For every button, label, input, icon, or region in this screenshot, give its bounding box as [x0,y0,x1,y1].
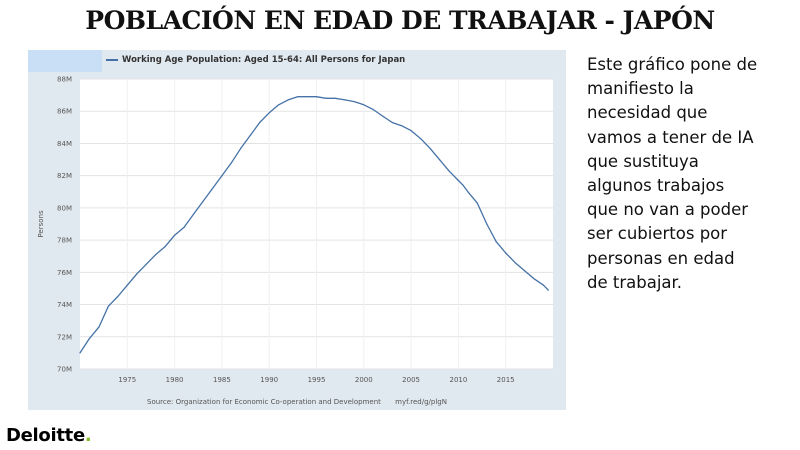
y-tick-label: 70M [57,366,72,374]
legend-line-marker [106,59,118,61]
data-point [174,234,176,236]
data-point [410,130,412,132]
data-point [79,352,81,354]
data-point [542,284,545,286]
data-point [514,262,516,264]
data-point [325,97,327,99]
y-tick-label: 74M [57,301,72,309]
data-point [98,326,100,328]
data-point [353,101,355,103]
x-tick-label: 1990 [260,376,278,384]
data-point [391,121,393,124]
data-point [344,99,346,101]
description-line: ser cubiertos por [587,224,728,244]
data-point [334,97,336,99]
data-point [486,223,488,225]
data-point [88,337,91,339]
short-link[interactable]: myf.red/g/plgN [395,398,447,406]
data-point [240,147,242,149]
x-tick-label: 2010 [449,376,467,384]
description-line: vamos a tener de IA [587,127,754,147]
data-point [192,213,195,215]
data-point [164,246,166,248]
source-note: Source: Organization for Economic Co-ope… [147,398,381,406]
data-point [183,226,185,228]
slide-title: POBLACIÓN EN EDAD DE TRABAJAR - JAPÓN [85,6,715,35]
y-tick-label: 76M [57,269,72,277]
data-point [495,241,497,243]
data-point [259,121,261,124]
logo-green-dot: . [84,425,92,446]
description-line: manifiesto la [587,79,694,99]
data-point [202,200,204,202]
line-chart: 70M 72M 74M 76M 78M 80M 82M 84M 86M 88M 1975 1980 1… [37,76,553,384]
x-tick-label: 2005 [402,376,420,384]
y-tick-label: 88M [57,76,72,84]
data-point [382,115,384,117]
legend-label: Working Age Population: Aged 15-64: All … [122,55,406,65]
data-point [462,184,464,186]
description-text: Este gráfico pone de manifiesto la necesid… [587,53,792,295]
x-tick-label: 1975 [118,376,136,384]
x-tick-label: 2015 [497,376,515,384]
data-point [136,273,138,275]
data-point [306,96,308,98]
data-point [467,191,469,193]
data-point [278,104,280,106]
chart-legend: Working Age Population: Aged 15-64: All … [106,55,405,65]
data-point [287,99,289,101]
logo-wordmark: Deloitte [6,425,85,446]
data-point [230,162,232,164]
description-line: que sustituya [587,151,699,171]
legend-box [28,50,102,72]
data-point [155,254,157,256]
y-tick-label: 72M [57,333,72,341]
x-tick-label: 1995 [308,376,326,384]
data-point [363,104,365,106]
data-point [533,278,535,280]
data-point [315,96,318,98]
data-point [420,138,422,140]
data-point [126,284,128,286]
data-point [221,175,223,177]
data-point [107,305,109,307]
description-line: que no van a poder [587,200,749,220]
data-point [505,252,507,254]
y-tick-label: 86M [57,108,72,116]
data-point [429,147,431,149]
data-point [524,270,526,272]
description-line: de trabajar. [587,272,683,292]
data-point [249,134,251,136]
y-tick-label: 84M [57,140,72,148]
data-point [297,96,299,98]
data-point [547,289,549,291]
description-line: algunos trabajos [587,176,725,196]
deloitte-logo: Deloitte. [6,425,92,446]
x-tick-label: 1985 [213,376,231,384]
description-line: necesidad que [587,103,708,123]
x-tick-label: 1980 [166,376,184,384]
description-line: Este gráfico pone de [587,55,758,74]
y-axis-label: Persons [37,210,45,238]
data-point [211,188,213,190]
data-point [457,179,459,182]
data-point [145,263,147,265]
y-tick-label: 82M [57,172,72,180]
y-tick-label: 80M [57,204,72,212]
data-point [268,112,270,114]
chart-footer: Source: Organization for Economic Co-ope… [28,398,566,406]
description-line: personas en edad [587,248,735,268]
y-tick-label: 78M [57,237,72,245]
chart-panel: Working Age Population: Aged 15-64: All … [28,50,566,410]
data-point [401,125,403,127]
data-point [448,170,450,172]
data-point [476,202,478,204]
x-tick-label: 2000 [355,376,373,384]
data-point [438,159,441,161]
data-point [372,109,374,111]
series-line [79,96,549,354]
data-point [117,295,119,298]
